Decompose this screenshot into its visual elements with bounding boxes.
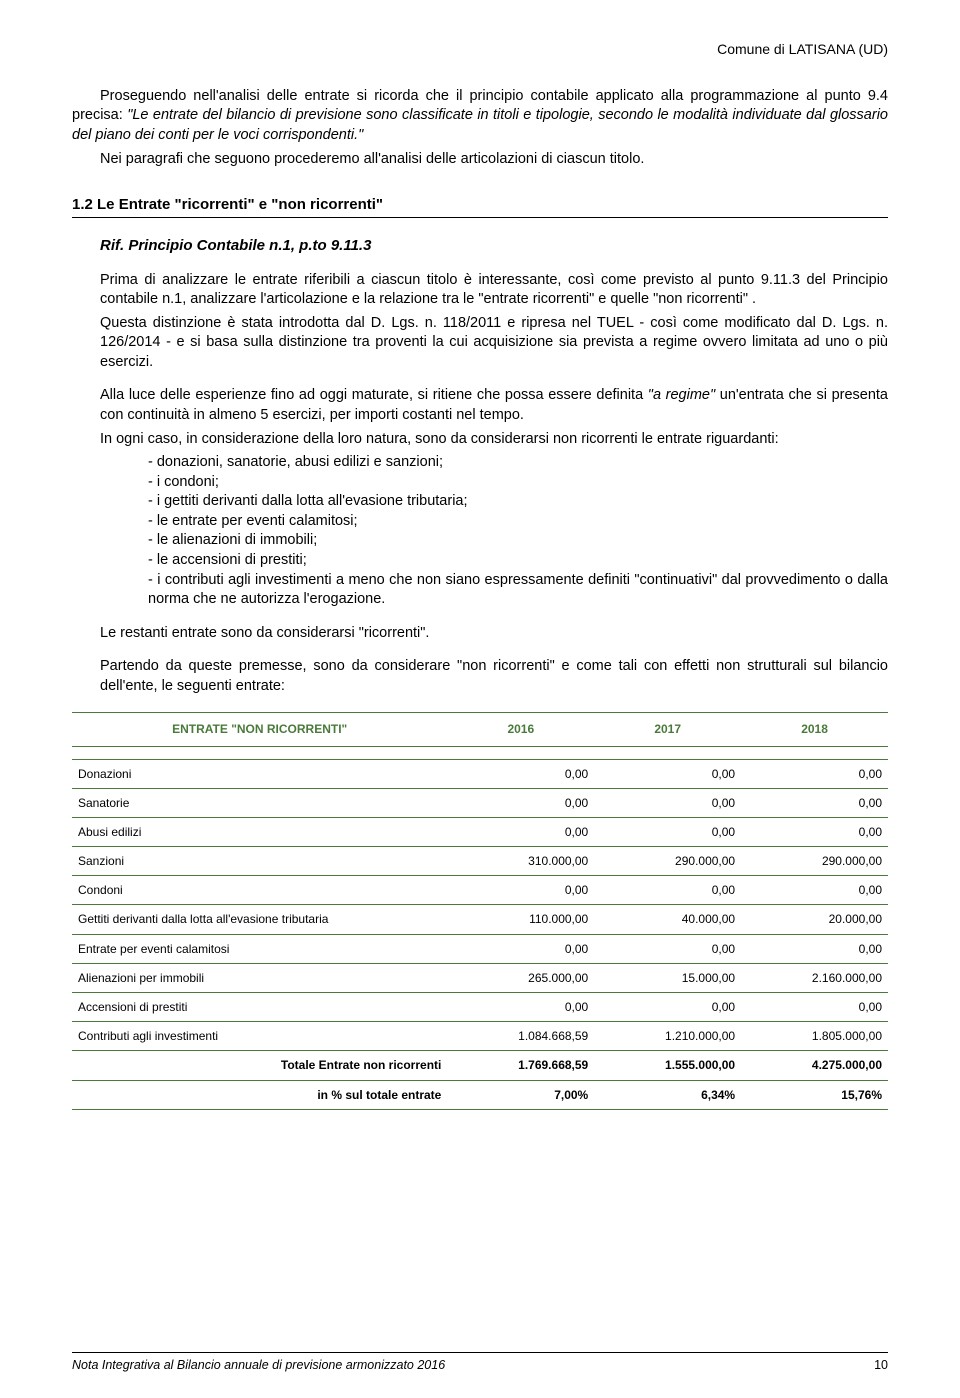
row-val: 0,00 xyxy=(447,993,594,1022)
bullet-item: - le alienazioni di immobili; xyxy=(148,531,888,551)
section-content: Prima di analizzare le entrate riferibil… xyxy=(100,271,888,697)
table-row: Donazioni 0,00 0,00 0,00 xyxy=(72,759,888,788)
row-label: Contributi agli investimenti xyxy=(72,1022,447,1051)
row-val: 0,00 xyxy=(447,934,594,963)
document-page: Comune di LATISANA (UD) Proseguendo nell… xyxy=(0,0,960,1398)
row-val: 0,00 xyxy=(741,788,888,817)
bullet-item: - i gettiti derivanti dalla lotta all'ev… xyxy=(148,492,888,512)
pct-val: 15,76% xyxy=(741,1080,888,1109)
section-heading: 1.2 Le Entrate "ricorrenti" e "non ricor… xyxy=(72,195,888,218)
table-row: Abusi edilizi 0,00 0,00 0,00 xyxy=(72,817,888,846)
row-val: 2.160.000,00 xyxy=(741,963,888,992)
row-val: 1.210.000,00 xyxy=(594,1022,741,1051)
row-val: 0,00 xyxy=(741,817,888,846)
row-val: 1.805.000,00 xyxy=(741,1022,888,1051)
table-row: Gettiti derivanti dalla lotta all'evasio… xyxy=(72,905,888,934)
page-number: 10 xyxy=(874,1357,888,1374)
total-val: 1.769.668,59 xyxy=(447,1051,594,1080)
total-val: 4.275.000,00 xyxy=(741,1051,888,1080)
table-header-year: 2017 xyxy=(594,713,741,746)
table-row: Alienazioni per immobili 265.000,00 15.0… xyxy=(72,963,888,992)
table-header-label: ENTRATE "NON RICORRENTI" xyxy=(72,713,447,746)
section-subheading: Rif. Principio Contabile n.1, p.to 9.11.… xyxy=(100,236,888,256)
row-val: 15.000,00 xyxy=(594,963,741,992)
page-footer: Nota Integrativa al Bilancio annuale di … xyxy=(72,1352,888,1374)
intro-paragraph-1: Proseguendo nell'analisi delle entrate s… xyxy=(72,87,888,146)
row-val: 0,00 xyxy=(594,876,741,905)
row-val: 0,00 xyxy=(741,759,888,788)
row-label: Abusi edilizi xyxy=(72,817,447,846)
row-val: 0,00 xyxy=(447,817,594,846)
table-pct-row: in % sul totale entrate 7,00% 6,34% 15,7… xyxy=(72,1080,888,1109)
row-val: 0,00 xyxy=(447,876,594,905)
row-label: Sanzioni xyxy=(72,847,447,876)
table-row: Contributi agli investimenti 1.084.668,5… xyxy=(72,1022,888,1051)
row-label: Alienazioni per immobili xyxy=(72,963,447,992)
section-para-1: Prima di analizzare le entrate riferibil… xyxy=(100,271,888,310)
section-para-5: Le restanti entrate sono da considerarsi… xyxy=(100,624,888,644)
intro-paragraph-2: Nei paragrafi che seguono procederemo al… xyxy=(72,150,888,170)
table-row: Sanzioni 310.000,00 290.000,00 290.000,0… xyxy=(72,847,888,876)
table-header-year: 2018 xyxy=(741,713,888,746)
section-p3-a: Alla luce delle esperienze fino ad oggi … xyxy=(100,387,648,403)
section-p3-b: "a regime" xyxy=(648,387,715,403)
row-val: 265.000,00 xyxy=(447,963,594,992)
bullet-item: - donazioni, sanatorie, abusi edilizi e … xyxy=(148,453,888,473)
row-val: 0,00 xyxy=(594,788,741,817)
intro-p1-quote: "Le entrate del bilancio di previsione s… xyxy=(72,107,888,143)
section-para-4: In ogni caso, in considerazione della lo… xyxy=(100,430,888,450)
row-label: Accensioni di prestiti xyxy=(72,993,447,1022)
row-val: 110.000,00 xyxy=(447,905,594,934)
row-val: 20.000,00 xyxy=(741,905,888,934)
row-val: 0,00 xyxy=(594,759,741,788)
footer-text: Nota Integrativa al Bilancio annuale di … xyxy=(72,1357,445,1374)
bullet-item: - le entrate per eventi calamitosi; xyxy=(148,512,888,532)
table-total-row: Totale Entrate non ricorrenti 1.769.668,… xyxy=(72,1051,888,1080)
table-header-year: 2016 xyxy=(447,713,594,746)
row-val: 0,00 xyxy=(447,788,594,817)
total-val: 1.555.000,00 xyxy=(594,1051,741,1080)
row-val: 0,00 xyxy=(741,876,888,905)
table-row: Entrate per eventi calamitosi 0,00 0,00 … xyxy=(72,934,888,963)
row-val: 290.000,00 xyxy=(594,847,741,876)
pct-val: 6,34% xyxy=(594,1080,741,1109)
row-val: 0,00 xyxy=(594,993,741,1022)
bullet-item: - i condoni; xyxy=(148,473,888,493)
entrate-table: ENTRATE "NON RICORRENTI" 2016 2017 2018 … xyxy=(72,712,888,1109)
row-val: 0,00 xyxy=(447,759,594,788)
row-val: 40.000,00 xyxy=(594,905,741,934)
row-label: Donazioni xyxy=(72,759,447,788)
row-val: 0,00 xyxy=(594,817,741,846)
row-val: 0,00 xyxy=(741,934,888,963)
section-para-3: Alla luce delle esperienze fino ad oggi … xyxy=(100,386,888,425)
row-val: 0,00 xyxy=(594,934,741,963)
row-val: 0,00 xyxy=(741,993,888,1022)
bullet-item-last: - i contributi agli investimenti a meno … xyxy=(148,571,888,610)
table-row: Condoni 0,00 0,00 0,00 xyxy=(72,876,888,905)
row-val: 1.084.668,59 xyxy=(447,1022,594,1051)
header-org: Comune di LATISANA (UD) xyxy=(72,40,888,59)
row-label: Gettiti derivanti dalla lotta all'evasio… xyxy=(72,905,447,934)
section-para-2: Questa distinzione è stata introdotta da… xyxy=(100,314,888,373)
row-label: Condoni xyxy=(72,876,447,905)
intro-block: Proseguendo nell'analisi delle entrate s… xyxy=(72,87,888,169)
table-header-row: ENTRATE "NON RICORRENTI" 2016 2017 2018 xyxy=(72,713,888,746)
pct-val: 7,00% xyxy=(447,1080,594,1109)
row-val: 310.000,00 xyxy=(447,847,594,876)
table-row: Accensioni di prestiti 0,00 0,00 0,00 xyxy=(72,993,888,1022)
row-label: Entrate per eventi calamitosi xyxy=(72,934,447,963)
pct-label: in % sul totale entrate xyxy=(72,1080,447,1109)
table-row: Sanatorie 0,00 0,00 0,00 xyxy=(72,788,888,817)
total-label: Totale Entrate non ricorrenti xyxy=(72,1051,447,1080)
bullet-list: - donazioni, sanatorie, abusi edilizi e … xyxy=(148,453,888,610)
bullet-item: - le accensioni di prestiti; xyxy=(148,551,888,571)
section-para-6: Partendo da queste premesse, sono da con… xyxy=(100,657,888,696)
row-label: Sanatorie xyxy=(72,788,447,817)
row-val: 290.000,00 xyxy=(741,847,888,876)
